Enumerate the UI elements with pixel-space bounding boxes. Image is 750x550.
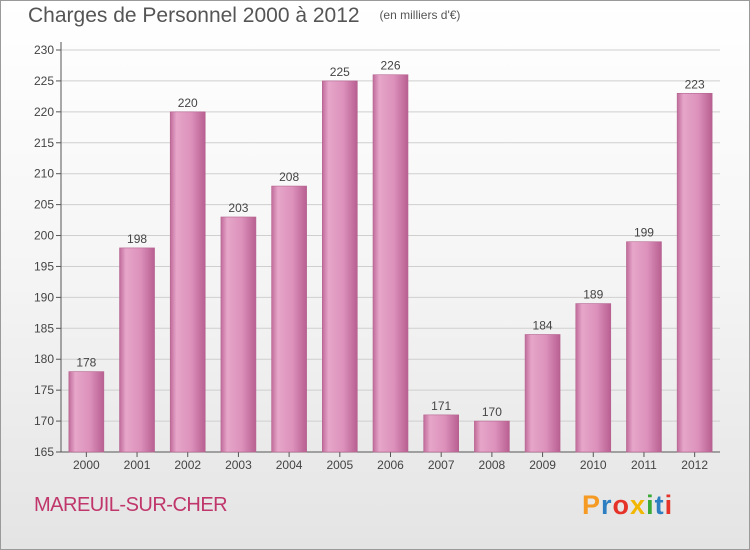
- proxiti-logo: Proxiti: [582, 490, 673, 521]
- data-label: 178: [76, 356, 96, 370]
- logo-letter: P: [582, 490, 602, 520]
- bar-2012: [676, 92, 713, 453]
- y-tick-label: 185: [34, 321, 54, 335]
- y-tick-label: 215: [34, 136, 54, 150]
- x-tick-label: 2006: [377, 458, 404, 472]
- data-label: 170: [482, 405, 502, 419]
- data-label: 189: [583, 288, 603, 302]
- data-label: 203: [228, 201, 248, 215]
- bar-2008: [474, 420, 510, 453]
- y-tick-label: 190: [34, 290, 54, 304]
- x-tick-label: 2007: [428, 458, 455, 472]
- logo-letter: x: [630, 490, 647, 520]
- x-tick-label: 2005: [326, 458, 353, 472]
- chart-title-text: Charges de Personnel 2000 à 2012: [28, 4, 360, 27]
- x-tick-label: 2002: [174, 458, 201, 472]
- chart-title: Charges de Personnel 2000 à 2012 (en mil…: [28, 4, 460, 28]
- bar-2009: [524, 334, 561, 453]
- x-tick-label: 2011: [631, 458, 657, 472]
- logo-letter: i: [664, 490, 674, 520]
- y-tick-label: 220: [34, 105, 54, 119]
- data-label: 199: [634, 226, 654, 240]
- logo-letter: r: [601, 490, 613, 520]
- y-tick-label: 200: [34, 229, 54, 243]
- bar-2006: [372, 74, 409, 453]
- data-label: 184: [533, 318, 553, 332]
- y-tick-label: 195: [34, 259, 54, 273]
- bar-2000: [68, 371, 105, 453]
- bar-2011: [626, 241, 662, 453]
- y-tick-label: 175: [34, 383, 54, 397]
- bar-2005: [322, 80, 358, 453]
- y-tick-label: 165: [34, 445, 54, 459]
- y-tick-label: 225: [34, 74, 54, 88]
- y-tick-label: 180: [34, 352, 54, 366]
- x-tick-label: 2012: [681, 458, 708, 472]
- x-tick-label: 2008: [479, 458, 506, 472]
- bar-2010: [575, 303, 612, 453]
- y-tick-label: 170: [34, 414, 54, 428]
- data-label: 226: [380, 59, 400, 73]
- x-tick-label: 2009: [529, 458, 556, 472]
- data-label: 198: [127, 232, 147, 246]
- x-tick-label: 2004: [276, 458, 303, 472]
- x-tick-label: 2010: [580, 458, 607, 472]
- chart-subtitle: (en milliers d'€): [379, 8, 461, 22]
- logo-letter: o: [612, 490, 631, 520]
- bar-2003: [220, 216, 257, 453]
- x-tick-label: 2003: [225, 458, 252, 472]
- logo-letter: t: [654, 490, 665, 520]
- logo-letter: i: [646, 490, 655, 520]
- data-label: 220: [178, 96, 198, 110]
- x-tick-label: 2000: [73, 458, 100, 472]
- y-tick-label: 230: [34, 43, 54, 57]
- bar-2004: [271, 185, 307, 453]
- x-tick-label: 2001: [124, 458, 151, 472]
- commune-name: MAREUIL-SUR-CHER: [34, 494, 228, 516]
- labels: 165 170 175 180 185 190 195 200 205 210 215 220 225 2…: [34, 43, 708, 472]
- bar-2007: [423, 414, 459, 453]
- data-label: 223: [685, 77, 705, 91]
- data-label: 171: [431, 399, 451, 413]
- bars: [68, 74, 713, 453]
- bar-2001: [119, 247, 155, 453]
- y-tick-label: 205: [34, 198, 54, 212]
- data-label: 225: [330, 65, 350, 79]
- bar-2002: [169, 111, 206, 453]
- y-tick-label: 210: [34, 167, 54, 181]
- data-label: 208: [279, 170, 299, 184]
